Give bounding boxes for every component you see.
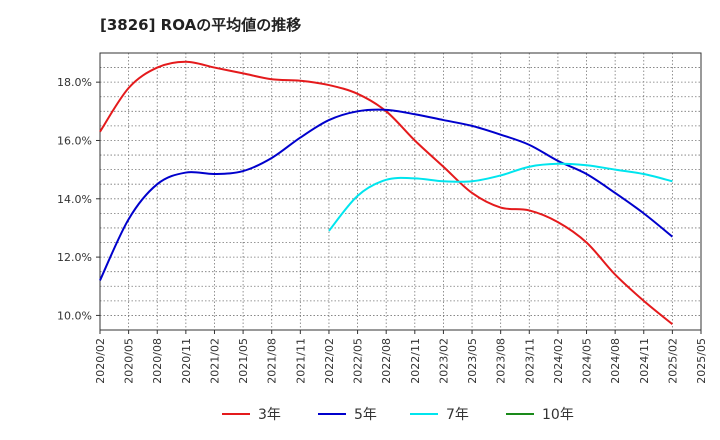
x-tick-label: 2023/02 <box>437 338 450 384</box>
x-tick-label: 2023/11 <box>523 338 536 384</box>
y-tick-label: 10.0% <box>57 309 92 322</box>
x-tick-label: 2024/08 <box>609 338 622 384</box>
chart-title: [3826] ROAの平均値の推移 <box>100 16 302 34</box>
x-tick-label: 2024/05 <box>581 338 594 384</box>
x-tick-label: 2025/02 <box>666 338 679 384</box>
y-axis-ticks: 10.0% 12.0% 14.0% 16.0% 18.0% <box>57 76 100 322</box>
x-tick-label: 2021/08 <box>266 338 279 384</box>
legend: 3年 5年 7年 10年 <box>222 407 574 423</box>
legend-label: 3年 <box>258 407 281 423</box>
x-tick-label: 2022/02 <box>323 338 336 384</box>
x-tick-label: 2022/05 <box>352 338 365 384</box>
x-axis-ticks: 2020/02 2020/05 2020/08 2020/11 2021/02 2021/… <box>94 330 708 384</box>
x-tick-label: 2021/02 <box>208 338 221 384</box>
y-tick-label: 18.0% <box>57 76 92 89</box>
legend-label: 10年 <box>542 407 574 423</box>
x-tick-label: 2025/05 <box>695 338 708 384</box>
y-tick-label: 12.0% <box>57 251 92 264</box>
x-tick-label: 2023/08 <box>495 338 508 384</box>
x-tick-label: 2020/05 <box>123 338 136 384</box>
y-tick-label: 16.0% <box>57 134 92 147</box>
legend-label: 5年 <box>354 407 377 423</box>
x-tick-label: 2020/11 <box>180 338 193 384</box>
series-line-0 <box>99 60 674 325</box>
x-tick-label: 2022/08 <box>380 338 393 384</box>
series-line-1 <box>99 108 674 281</box>
series-line-2 <box>328 162 673 232</box>
x-tick-label: 2021/05 <box>237 338 250 384</box>
series-lines <box>99 60 674 325</box>
x-tick-label: 2020/08 <box>151 338 164 384</box>
plot-area-border <box>99 52 702 331</box>
grid-lines <box>99 53 702 330</box>
legend-label: 7年 <box>446 407 469 423</box>
x-tick-label: 2024/02 <box>552 338 565 384</box>
x-tick-label: 2020/02 <box>94 338 107 384</box>
x-tick-label: 2022/11 <box>409 338 422 384</box>
x-tick-label: 2023/05 <box>466 338 479 384</box>
y-tick-label: 14.0% <box>57 193 92 206</box>
x-tick-label: 2024/11 <box>638 338 651 384</box>
x-tick-label: 2021/11 <box>294 338 307 384</box>
